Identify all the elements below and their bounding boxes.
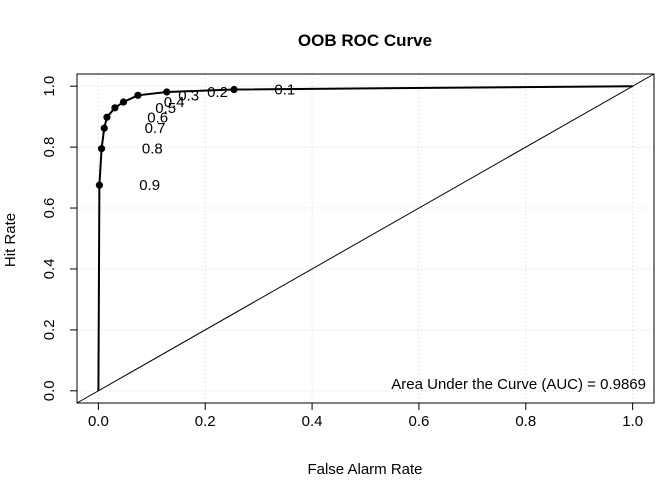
- y-tick-label-1: 0.2: [41, 319, 58, 340]
- x-tick-label-4: 0.8: [515, 413, 536, 430]
- x-axis-label: False Alarm Rate: [307, 461, 422, 478]
- y-tick-label-3: 0.6: [41, 198, 58, 219]
- x-tick-label-3: 0.6: [408, 413, 429, 430]
- curve-point-0: [95, 181, 104, 189]
- threshold-label-0: 0.9: [139, 177, 160, 194]
- curve-point-1: [97, 145, 106, 153]
- diagonal-reference-line: [76, 73, 655, 404]
- threshold-label-2: 0.7: [145, 120, 166, 137]
- threshold-label-8: 0.1: [274, 82, 295, 99]
- curve-point-5: [119, 98, 128, 106]
- curve-point-2: [100, 124, 108, 132]
- curve-point-8: [230, 85, 238, 94]
- curve-points: [95, 85, 238, 189]
- threshold-label-6: 0.3: [178, 87, 199, 104]
- threshold-label-4: 0.5: [155, 100, 176, 117]
- chart-title: OOB ROC Curve: [298, 31, 432, 50]
- threshold-labels: 0.9 0.8 0.70.60.50.40.3 0.2 0.1: [139, 82, 295, 195]
- y-tick-label-0: 0.0: [41, 380, 58, 401]
- y-axis-ticks: 0.0 0.2 0.4 0.6 0.8 1.0: [41, 76, 77, 401]
- auc-annotation: Area Under the Curve (AUC) = 0.9869: [391, 376, 646, 393]
- x-tick-label-5: 1.0: [622, 413, 643, 430]
- x-tick-label-1: 0.2: [195, 413, 216, 430]
- curve-point-3: [103, 113, 111, 121]
- x-tick-label-2: 0.4: [302, 413, 323, 430]
- plot-frame: [76, 73, 655, 404]
- y-tick-label-4: 0.8: [41, 137, 58, 158]
- y-tick-label-5: 1.0: [41, 76, 58, 97]
- curve-point-4: [111, 104, 119, 112]
- curve-point-7: [163, 88, 171, 96]
- x-tick-label-0: 0.0: [88, 413, 109, 430]
- x-axis-ticks: 0.0 0.2 0.4 0.6 0.8 1.0: [88, 403, 643, 430]
- threshold-label-7: 0.2: [207, 84, 228, 101]
- threshold-label-1: 0.8: [142, 141, 163, 158]
- threshold-label-5: 0.4: [164, 94, 185, 111]
- curve-point-6: [134, 91, 142, 99]
- grid-lines: [77, 74, 654, 403]
- y-axis-label: Hit Rate: [2, 213, 19, 267]
- y-tick-label-2: 0.4: [41, 259, 58, 280]
- threshold-label-3: 0.6: [147, 109, 168, 126]
